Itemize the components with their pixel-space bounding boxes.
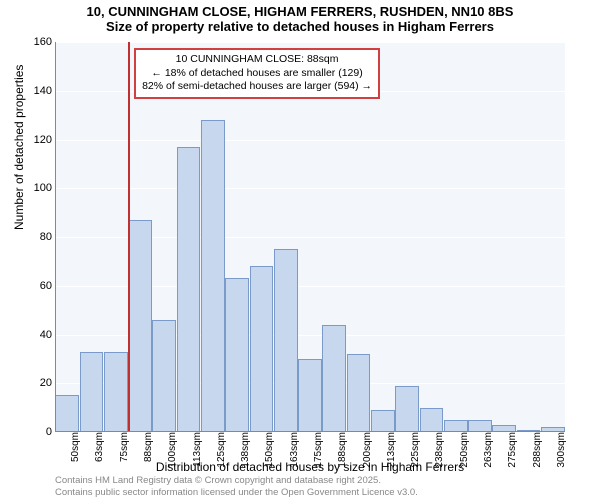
histogram-bar xyxy=(347,354,371,432)
x-tick-label: 250sqm xyxy=(459,432,470,472)
footer-attribution: Contains HM Land Registry data © Crown c… xyxy=(55,475,418,498)
histogram-bar xyxy=(128,220,152,432)
annotation-line1: 10 CUNNINGHAM CLOSE: 88sqm xyxy=(142,53,372,67)
histogram-bar xyxy=(322,325,346,432)
annotation-line2: ← 18% of detached houses are smaller (12… xyxy=(142,67,372,81)
x-tick-label: 175sqm xyxy=(313,432,324,472)
histogram-bar xyxy=(55,395,79,432)
y-axis-line xyxy=(55,42,56,432)
x-tick-label: 163sqm xyxy=(289,432,300,472)
x-tick-label: 75sqm xyxy=(119,432,130,472)
histogram-bar xyxy=(225,278,249,432)
x-tick-label: 288sqm xyxy=(532,432,543,472)
histogram-bar xyxy=(80,352,104,432)
grid-line xyxy=(55,42,565,43)
y-tick-label: 60 xyxy=(40,280,52,292)
x-tick-label: 263sqm xyxy=(483,432,494,472)
annotation-callout: 10 CUNNINGHAM CLOSE: 88sqm← 18% of detac… xyxy=(134,48,380,99)
x-tick-label: 300sqm xyxy=(556,432,567,472)
grid-line xyxy=(55,188,565,189)
x-tick-label: 213sqm xyxy=(386,432,397,472)
y-tick-label: 20 xyxy=(40,377,52,389)
y-tick-label: 0 xyxy=(46,426,52,438)
x-tick-label: 63sqm xyxy=(94,432,105,472)
histogram-bar xyxy=(152,320,176,432)
x-tick-label: 125sqm xyxy=(216,432,227,472)
x-tick-label: 188sqm xyxy=(337,432,348,472)
y-tick-label: 120 xyxy=(34,134,52,146)
histogram-bar xyxy=(250,266,274,432)
footer-line2: Contains public sector information licen… xyxy=(55,487,418,498)
annotation-line3: 82% of semi-detached houses are larger (… xyxy=(142,80,372,94)
x-tick-label: 113sqm xyxy=(192,432,203,472)
chart-title-line1: 10, CUNNINGHAM CLOSE, HIGHAM FERRERS, RU… xyxy=(0,4,600,19)
x-tick-label: 100sqm xyxy=(167,432,178,472)
histogram-bar xyxy=(298,359,322,432)
histogram-bar xyxy=(201,120,225,432)
x-tick-label: 88sqm xyxy=(143,432,154,472)
histogram-bar xyxy=(177,147,201,432)
y-tick-label: 80 xyxy=(40,231,52,243)
x-tick-label: 275sqm xyxy=(507,432,518,472)
y-tick-label: 140 xyxy=(34,85,52,97)
y-tick-label: 40 xyxy=(40,329,52,341)
x-tick-label: 50sqm xyxy=(70,432,81,472)
histogram-bar xyxy=(420,408,444,432)
histogram-bar xyxy=(274,249,298,432)
x-tick-label: 200sqm xyxy=(362,432,373,472)
x-tick-label: 238sqm xyxy=(434,432,445,472)
y-tick-label: 160 xyxy=(34,36,52,48)
grid-line xyxy=(55,140,565,141)
chart-title-line2: Size of property relative to detached ho… xyxy=(0,19,600,34)
x-tick-label: 225sqm xyxy=(410,432,421,472)
y-axis-label: Number of detached properties xyxy=(12,65,26,230)
x-tick-label: 138sqm xyxy=(240,432,251,472)
chart-plot-area: 10 CUNNINGHAM CLOSE: 88sqm← 18% of detac… xyxy=(55,42,565,432)
histogram-bar xyxy=(104,352,128,432)
footer-line1: Contains HM Land Registry data © Crown c… xyxy=(55,475,418,486)
histogram-bar xyxy=(371,410,395,432)
x-tick-label: 150sqm xyxy=(264,432,275,472)
reference-marker-line xyxy=(128,42,130,432)
y-tick-label: 100 xyxy=(34,182,52,194)
histogram-bar xyxy=(395,386,419,432)
